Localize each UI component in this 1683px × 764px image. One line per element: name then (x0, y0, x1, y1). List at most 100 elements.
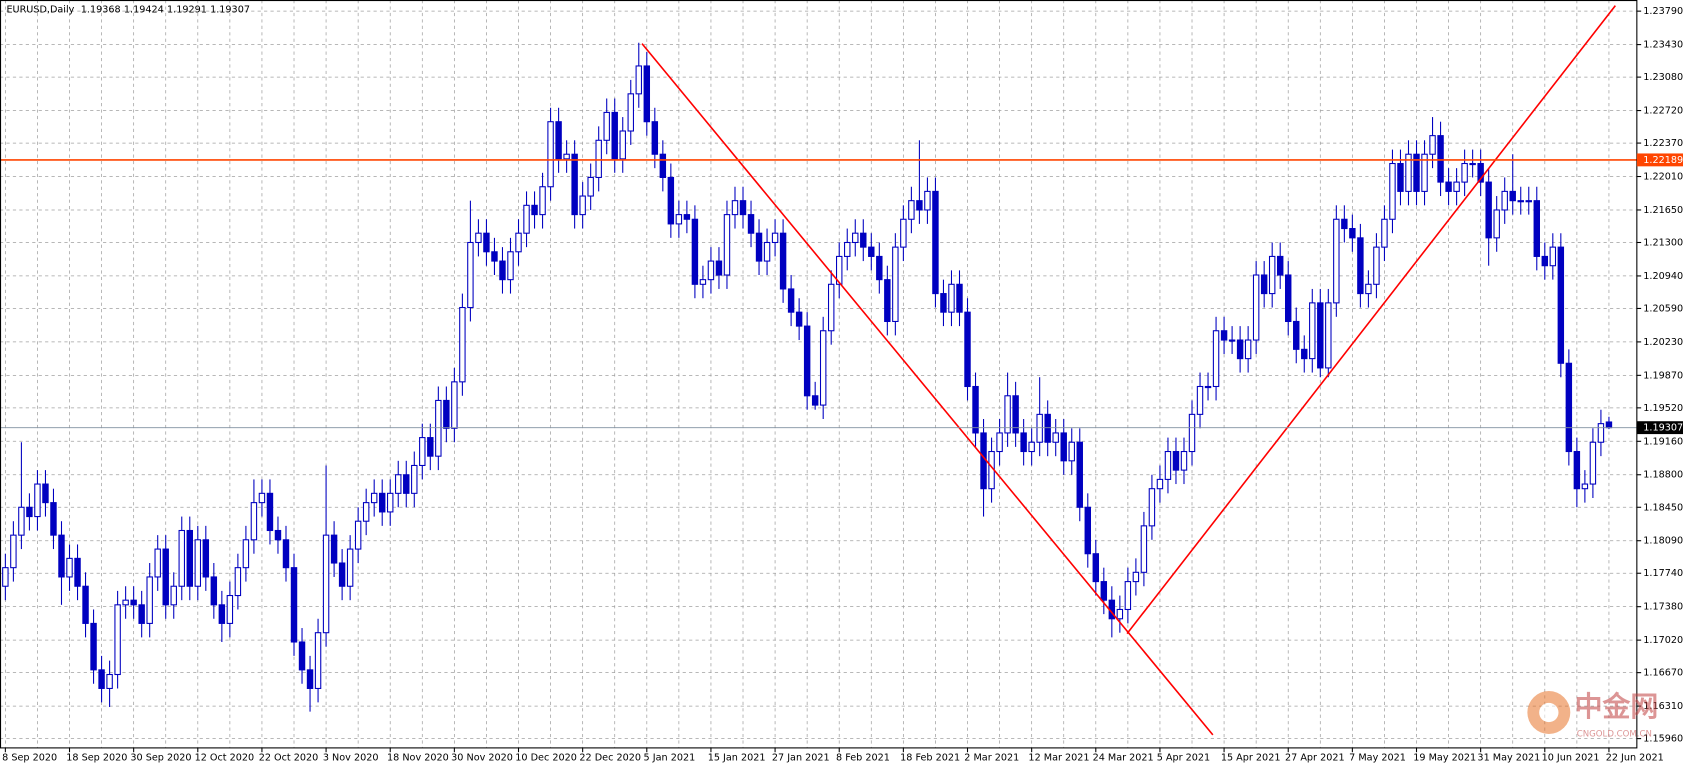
candle-body (996, 432, 1003, 453)
y-tick-label: 1.23430 (1643, 40, 1683, 51)
level-label: 1.22189 (1643, 155, 1683, 166)
candle-body (90, 622, 97, 671)
candle-body (1437, 135, 1444, 183)
x-tick-label: 15 Jan 2021 (708, 753, 766, 764)
candle-body (571, 153, 578, 216)
candle-body (1236, 339, 1244, 360)
candle-body (1124, 581, 1132, 611)
x-tick-label: 15 Apr 2021 (1221, 753, 1281, 764)
candle-body (940, 293, 947, 313)
candle-body (1204, 385, 1212, 389)
x-tick-label: 2 Mar 2021 (964, 753, 1019, 764)
candle-body (715, 260, 723, 276)
candle-body (1020, 432, 1027, 453)
y-tick-label: 1.16310 (1643, 701, 1683, 712)
header-close: 1.19307 (210, 5, 250, 16)
y-tick-label: 1.19160 (1643, 436, 1683, 447)
candle-body (659, 153, 667, 178)
candle-body (10, 534, 17, 569)
x-tick-label: 18 Nov 2020 (387, 753, 449, 764)
candle-body (731, 200, 739, 216)
candle-body (282, 539, 290, 569)
candle-body (868, 246, 875, 257)
candle-body (1148, 488, 1156, 527)
candle-body (619, 130, 626, 160)
candle-body (419, 437, 426, 467)
candle-body (306, 669, 314, 689)
candle-body (1469, 162, 1476, 166)
candle-body (42, 483, 49, 504)
candle-body (755, 232, 763, 262)
candle-body (932, 190, 939, 295)
candle-body (98, 669, 105, 689)
candle-body (395, 474, 402, 494)
y-tick-label: 1.22720 (1643, 106, 1683, 117)
candle-body (1116, 608, 1124, 620)
candle-body (411, 464, 418, 494)
candle-body (691, 218, 699, 285)
candle-body (1012, 395, 1019, 434)
candle-body (250, 502, 258, 541)
y-tick-label: 1.18800 (1643, 470, 1683, 481)
candle-body (146, 576, 153, 624)
header-open: 1.19368 (81, 5, 121, 16)
candle-body (1389, 162, 1396, 220)
candle-body (58, 534, 65, 578)
candle-body (2, 567, 9, 587)
candle-body (1100, 581, 1108, 601)
candle-body (1220, 330, 1228, 341)
candle-body (170, 585, 177, 606)
candle-body (378, 492, 386, 513)
candle-body (707, 260, 715, 281)
candle-body (186, 529, 193, 587)
x-tick-label: 27 Apr 2021 (1285, 753, 1345, 764)
candle-body (563, 153, 570, 160)
candle-body (346, 548, 354, 587)
y-tick-label: 1.16670 (1643, 668, 1683, 679)
candle-body (844, 241, 851, 257)
y-tick-label: 1.17380 (1643, 602, 1683, 613)
x-tick-label: 31 May 2021 (1477, 753, 1540, 764)
candle-body (154, 548, 161, 578)
y-tick-label: 1.20230 (1643, 337, 1683, 348)
candle-body (1341, 218, 1348, 230)
candle-body (1413, 153, 1420, 192)
candle-body (980, 432, 987, 490)
candle-body (258, 492, 266, 504)
candle-body (435, 399, 442, 457)
y-tick-label: 1.18090 (1643, 536, 1683, 547)
y-tick-label: 1.21650 (1643, 205, 1683, 216)
candle-body (82, 585, 89, 624)
candle-body (210, 576, 218, 606)
candle-body (330, 534, 338, 564)
candle-body (483, 232, 490, 253)
current-price-box (1636, 421, 1683, 435)
candle-body (66, 557, 73, 578)
candle-body (627, 93, 634, 132)
candle-body (916, 200, 923, 211)
candle-body (1293, 320, 1300, 350)
candle-body (1268, 255, 1276, 295)
candle-body (499, 260, 506, 281)
candle-body (1301, 348, 1308, 360)
candle-body (1573, 450, 1581, 490)
x-tick-label: 30 Nov 2020 (451, 753, 513, 764)
candle-body (1373, 246, 1380, 285)
candle-body (1260, 274, 1268, 295)
candle-body (1461, 162, 1468, 183)
candle-body (1212, 330, 1220, 388)
candle-body (819, 330, 827, 406)
candle-body (611, 111, 618, 160)
candle-body (1429, 135, 1436, 155)
candle-body (579, 195, 586, 216)
plot (0, 5, 1637, 736)
candle-body (226, 594, 234, 624)
x-tick-label: 27 Jan 2021 (772, 753, 830, 764)
candle-body (787, 288, 795, 313)
candle-body (1156, 478, 1164, 490)
y-tick-label: 1.23790 (1643, 6, 1683, 17)
candle-body (515, 232, 522, 253)
candle-body (1276, 255, 1284, 276)
candle-body (266, 492, 274, 532)
